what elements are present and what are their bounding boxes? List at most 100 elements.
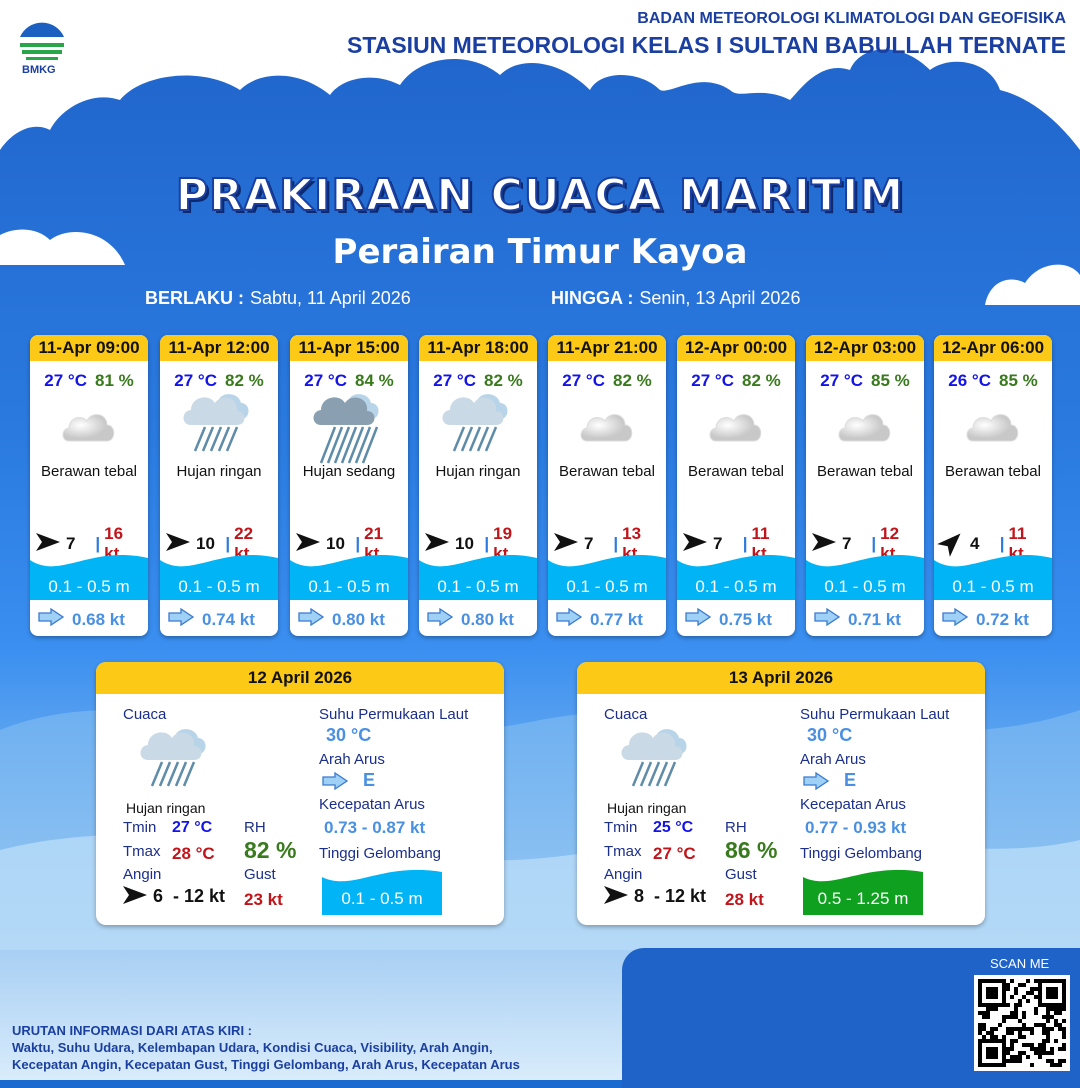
wave-height: 0.1 - 0.5 m xyxy=(566,577,648,596)
moderate-rain-icon xyxy=(290,391,408,463)
wave-height: 0.1 - 0.5 m xyxy=(178,577,260,596)
forecast-card: 12-Apr 00:00 27 °C 82 % Berawan tebal 7 | 1… xyxy=(677,335,795,636)
forecast-time: 11-Apr 09:00 xyxy=(30,335,148,361)
current-speed: 0.75 kt xyxy=(719,609,772,629)
forecast-card: 11-Apr 09:00 27 °C 81 % Berawan tebal 7 | 1… xyxy=(30,335,148,636)
wind-speed: 10 xyxy=(326,534,345,553)
humidity: 82 % xyxy=(483,371,523,390)
wave-icon xyxy=(160,555,278,600)
wave-icon xyxy=(934,555,1052,600)
forecast-card: 11-Apr 21:00 27 °C 82 % Berawan tebal 7 | 1… xyxy=(548,335,666,636)
weather-condition: Hujan ringan xyxy=(176,463,262,480)
forecast-card: 12-Apr 06:00 26 °C 85 % Berawan tebal 4 | 1… xyxy=(934,335,1052,636)
wave-height: 0.1 - 0.5 m xyxy=(437,577,519,596)
weather-condition: Berawan tebal xyxy=(688,463,784,480)
current-direction-arrow-icon xyxy=(556,607,583,631)
wind-direction-arrow-icon xyxy=(123,886,147,909)
humidity: 84 % xyxy=(354,371,394,390)
wave-icon xyxy=(290,555,408,600)
cloudy-icon xyxy=(548,391,666,461)
sst-label: Suhu Permukaan Laut xyxy=(319,706,469,723)
wind-direction-arrow-icon xyxy=(296,532,320,556)
light-rain-icon xyxy=(160,391,278,461)
separator: | xyxy=(742,534,748,553)
separator: | xyxy=(999,534,1005,553)
current-speed: 0.74 kt xyxy=(202,609,255,629)
footer-line2: Waktu, Suhu Udara, Kelembapan Udara, Kon… xyxy=(12,1040,493,1055)
gust-label: Gust xyxy=(244,866,276,883)
cloudy-icon xyxy=(30,391,148,461)
humidity: 82 % xyxy=(224,371,264,390)
current-direction-arrow-icon xyxy=(168,607,195,631)
sst-value: 30 °C xyxy=(807,725,853,745)
separator: | xyxy=(225,534,231,553)
wind-speed: 4 xyxy=(970,534,980,553)
forecast-card: 11-Apr 18:00 27 °C 82 % Hujan ringan 10 | 1… xyxy=(419,335,537,636)
rh-label: RH xyxy=(725,819,747,836)
cloudy-icon xyxy=(934,391,1052,461)
wave-height: 0.1 - 0.5 m xyxy=(952,577,1034,596)
weather-condition: Berawan tebal xyxy=(945,463,1041,480)
forecast-time: 11-Apr 21:00 xyxy=(548,335,666,361)
wave-icon xyxy=(30,555,148,600)
daily-wind: 6 - 12 kt xyxy=(123,886,225,909)
tmax-value: 27 °C xyxy=(653,844,696,863)
cloud-banner xyxy=(0,0,1080,150)
wave-label: Tinggi Gelombang xyxy=(800,845,923,862)
current-dir-value: E xyxy=(363,770,376,790)
valid-to-label: HINGGA : xyxy=(551,288,634,308)
tmax-label: Tmax xyxy=(604,843,642,860)
air-temp: 27 °C xyxy=(44,371,87,390)
wind-direction-arrow-icon xyxy=(937,533,964,557)
angin-label: Angin xyxy=(604,866,643,883)
wave-icon xyxy=(677,555,795,600)
cuaca-label: Cuaca xyxy=(604,706,648,723)
weather-condition: Hujan ringan xyxy=(435,463,521,480)
daily-rh: 86 % xyxy=(725,837,778,863)
cloudy-icon xyxy=(806,391,924,461)
current-speed: 0.77 kt xyxy=(590,609,643,629)
weather-condition: Berawan tebal xyxy=(559,463,655,480)
light-rain-icon xyxy=(136,724,216,804)
current-speed-label: Kecepatan Arus xyxy=(319,796,425,813)
wind-direction-arrow-icon xyxy=(166,532,190,556)
forecast-time: 11-Apr 15:00 xyxy=(290,335,408,361)
humidity: 85 % xyxy=(870,371,910,390)
current-direction-arrow-icon xyxy=(427,607,454,631)
wave-height: 0.1 - 0.5 m xyxy=(695,577,777,596)
wave-icon xyxy=(548,555,666,600)
daily-wave-height: 0.1 - 0.5 m xyxy=(341,889,423,908)
daily-rh: 82 % xyxy=(244,837,297,863)
wave-height: 0.1 - 0.5 m xyxy=(308,577,390,596)
current-direction-arrow-icon xyxy=(298,607,325,631)
daily-summary-panel: 12 April 2026 Cuaca Hujan ringan Tmin 27… xyxy=(96,662,504,925)
weather-condition: Berawan tebal xyxy=(41,463,137,480)
current-dir-value: E xyxy=(844,770,857,790)
valid-to: HINGGA : Senin, 13 April 2026 xyxy=(551,288,800,309)
current-speed: 0.71 kt xyxy=(848,609,901,629)
wind-speed: 7 xyxy=(584,534,594,553)
tmin-label: Tmin xyxy=(123,819,157,836)
forecast-time: 12-Apr 03:00 xyxy=(806,335,924,361)
air-temp: 27 °C xyxy=(562,371,605,390)
daily-gust: 28 kt xyxy=(725,890,764,909)
wind-speed: 10 xyxy=(196,534,215,553)
cuaca-label: Cuaca xyxy=(123,706,167,723)
footer-line3: Kecepatan Angin, Kecepatan Gust, Tinggi … xyxy=(12,1057,520,1072)
qr-code[interactable] xyxy=(974,975,1070,1071)
tmax-value: 28 °C xyxy=(172,844,215,863)
daily-wind-value: 8 - 12 kt xyxy=(634,886,707,906)
agency-name: BADAN METEOROLOGI KLIMATOLOGI DAN GEOFIS… xyxy=(637,10,1066,27)
separator: | xyxy=(95,534,101,553)
daily-wind: 8 - 12 kt xyxy=(604,886,706,909)
current-direction-arrow-icon xyxy=(942,607,969,631)
air-temp: 27 °C xyxy=(691,371,734,390)
wind-direction-arrow-icon xyxy=(36,532,60,556)
separator: | xyxy=(613,534,619,553)
logo-text: BMKG xyxy=(22,64,56,76)
humidity: 82 % xyxy=(741,371,781,390)
air-temp: 26 °C xyxy=(948,371,991,390)
tmin-value: 27 °C xyxy=(172,819,213,836)
separator: | xyxy=(355,534,361,553)
tmax-label: Tmax xyxy=(123,843,161,860)
